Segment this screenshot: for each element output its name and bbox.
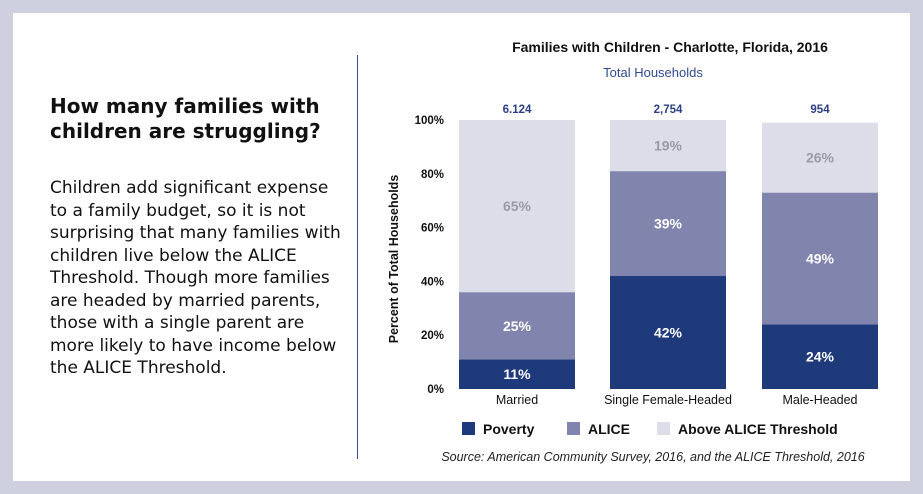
legend-swatch xyxy=(657,422,670,435)
bar-segment xyxy=(459,359,575,389)
data-label: 19% xyxy=(654,138,683,154)
y-tick-label: 80% xyxy=(421,169,444,181)
bar-segment xyxy=(610,120,726,172)
data-label: 11% xyxy=(503,366,531,382)
legend-swatch xyxy=(567,422,580,435)
legend-label: Above ALICE Threshold xyxy=(678,421,838,437)
y-tick-label: 20% xyxy=(421,330,444,342)
data-label: 49% xyxy=(806,251,835,267)
bar-segment xyxy=(459,120,575,293)
legend-label: Poverty xyxy=(483,421,535,437)
y-axis-label: Percent of Total Households xyxy=(387,175,401,344)
chart-legend: Poverty ALICE Above ALICE Threshold xyxy=(462,421,838,437)
section-heading: How many families with children are stru… xyxy=(50,94,321,143)
category-label: Male-Headed xyxy=(782,393,857,407)
bar-segment xyxy=(610,171,726,277)
category-label: Single Female-Headed xyxy=(604,393,732,407)
total-households-label: 954 xyxy=(810,104,830,116)
total-households-label: 6.124 xyxy=(503,104,532,116)
section-body-text: Children add significant expense to a fa… xyxy=(50,178,341,378)
bar-segment xyxy=(762,122,878,193)
bar-segment xyxy=(610,276,726,389)
category-label: Married xyxy=(496,393,538,407)
data-label: 42% xyxy=(654,325,683,341)
data-label: 39% xyxy=(654,216,683,232)
chart-source: Source: American Community Survey, 2016,… xyxy=(441,450,864,464)
y-tick-label: 60% xyxy=(421,223,444,235)
data-label: 25% xyxy=(503,318,532,334)
data-label: 26% xyxy=(806,150,835,166)
legend-label: ALICE xyxy=(588,421,630,437)
bar-labels: 11% 25% 65% 6.124 Married 42% 39% 19% 2,754 Singl… xyxy=(496,104,858,407)
y-axis-ticks: 0% 20% 40% 60% 80% 100% xyxy=(415,115,444,396)
y-tick-label: 100% xyxy=(415,115,444,127)
data-label: 65% xyxy=(503,198,532,214)
data-label: 24% xyxy=(806,349,835,365)
y-tick-label: 0% xyxy=(427,384,444,396)
y-tick-label: 40% xyxy=(421,276,444,288)
bars xyxy=(459,120,878,389)
total-households-label: 2,754 xyxy=(654,104,683,116)
legend-swatch xyxy=(462,422,475,435)
bar-segment xyxy=(459,292,575,360)
bar-segment xyxy=(762,192,878,325)
chart-title: Families with Children - Charlotte, Flor… xyxy=(512,39,828,55)
bar-segment xyxy=(762,324,878,389)
chart-subtitle: Total Households xyxy=(603,65,703,80)
panel-divider xyxy=(357,55,358,459)
